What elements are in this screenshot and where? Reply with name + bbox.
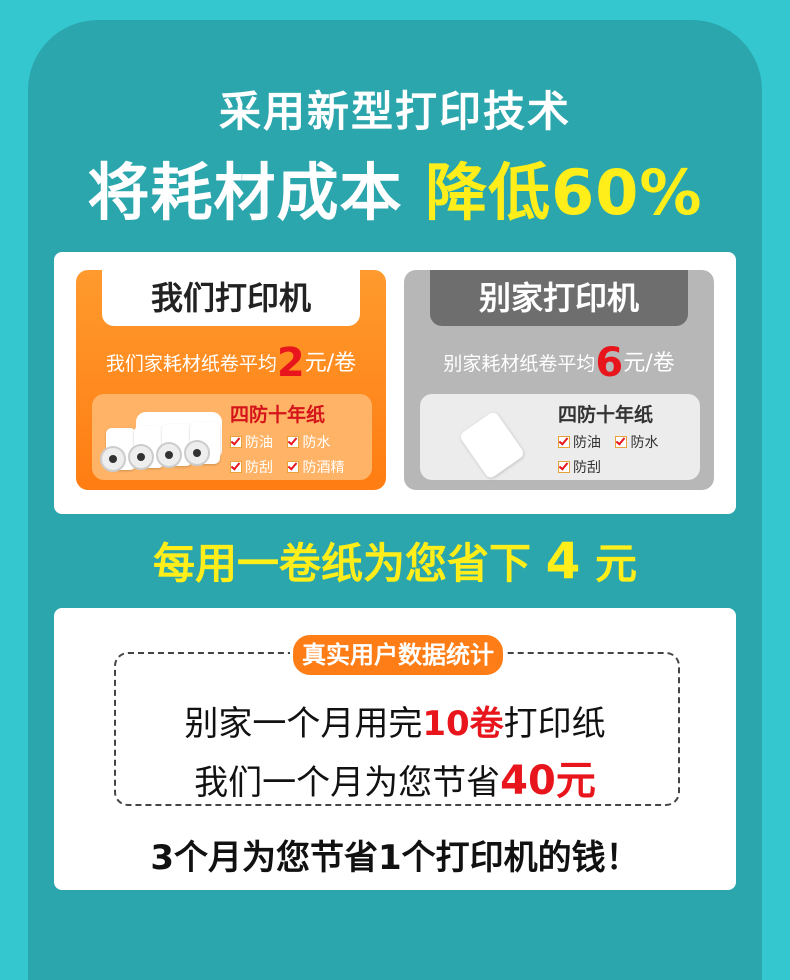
our-price-label: 我们家耗材纸卷平均: [105, 353, 277, 375]
stats-line-2: 我们一个月为您节省40元: [54, 748, 736, 806]
check-icon: [287, 436, 300, 448]
our-printer-tab: 我们打印机: [102, 270, 360, 326]
other-price-unit: 元/卷: [623, 351, 675, 376]
feature-item: 防油: [245, 435, 273, 451]
stats-line-2-a: 我们一个月为您节省: [194, 763, 501, 803]
check-icon: [615, 436, 628, 448]
saving-line: 每用一卷纸为您省下 4 元: [0, 530, 790, 591]
comparison-box: 我们打印机 我们家耗材纸卷平均2元/卷 四防十年纸 防油 防水 防刮 防酒精: [54, 252, 736, 514]
stats-conclusion: 3个月为您节省1个打印机的钱！: [150, 838, 640, 878]
other-features: 四防十年纸 防油 防水 防刮: [558, 400, 698, 477]
stats-badge: 真实用户数据统计: [290, 632, 506, 678]
stats-line-1-a: 别家一个月用完: [184, 704, 423, 744]
other-paper-panel: 四防十年纸 防油 防水 防刮: [420, 394, 700, 480]
our-price-value: 2: [276, 340, 305, 386]
other-printer-tab: 别家打印机: [430, 270, 688, 326]
feature-item: 防油: [573, 435, 601, 451]
feature-item: 防刮: [245, 460, 273, 476]
saving-text: 每用一卷纸为您省下: [152, 539, 531, 588]
our-price: 我们家耗材纸卷平均2元/卷: [76, 340, 386, 386]
paper-rolls-icon: [96, 408, 226, 474]
headline-cost-text: 将耗材成本: [87, 156, 403, 229]
other-printer-card: 别家打印机 别家耗材纸卷平均6元/卷 四防十年纸 防油 防水 防刮: [404, 270, 714, 490]
stats-box: 真实用户数据统计 别家一个月用完10卷打印纸 我们一个月为您节省40元 3个月为…: [54, 608, 736, 890]
other-feature-title: 四防十年纸: [558, 404, 654, 426]
saving-unit: 元: [595, 539, 638, 588]
check-icon: [558, 436, 570, 448]
check-icon: [230, 436, 242, 448]
check-icon: [230, 461, 242, 473]
headline-cost: 将耗材成本 降低60%: [0, 142, 790, 232]
saving-amount: 4: [545, 532, 581, 590]
feature-item: 防水: [302, 435, 331, 451]
stats-line-1-b: 打印纸: [503, 704, 606, 744]
other-price-label: 别家耗材纸卷平均: [443, 353, 596, 375]
stats-rolls: 10卷: [422, 704, 504, 744]
headline-tech: 采用新型打印技术: [218, 87, 571, 136]
check-icon: [558, 461, 570, 473]
stats-saved: 40元: [500, 758, 596, 804]
our-paper-panel: 四防十年纸 防油 防水 防刮 防酒精: [92, 394, 372, 480]
feature-item: 防酒精: [302, 460, 345, 476]
other-price: 别家耗材纸卷平均6元/卷: [404, 340, 714, 386]
other-price-value: 6: [595, 340, 624, 386]
feature-item: 防刮: [573, 460, 601, 476]
check-icon: [287, 461, 300, 473]
feature-item: 防水: [630, 435, 659, 451]
paper-roll-icon: [458, 410, 526, 480]
headline-cost-highlight: 降低60%: [425, 156, 703, 229]
our-printer-card: 我们打印机 我们家耗材纸卷平均2元/卷 四防十年纸 防油 防水 防刮 防酒精: [76, 270, 386, 490]
stats-line-1: 别家一个月用完10卷打印纸: [54, 696, 736, 745]
our-features: 四防十年纸 防油 防水 防刮 防酒精: [230, 400, 370, 477]
our-price-unit: 元/卷: [304, 351, 357, 376]
our-feature-title: 四防十年纸: [230, 404, 326, 426]
